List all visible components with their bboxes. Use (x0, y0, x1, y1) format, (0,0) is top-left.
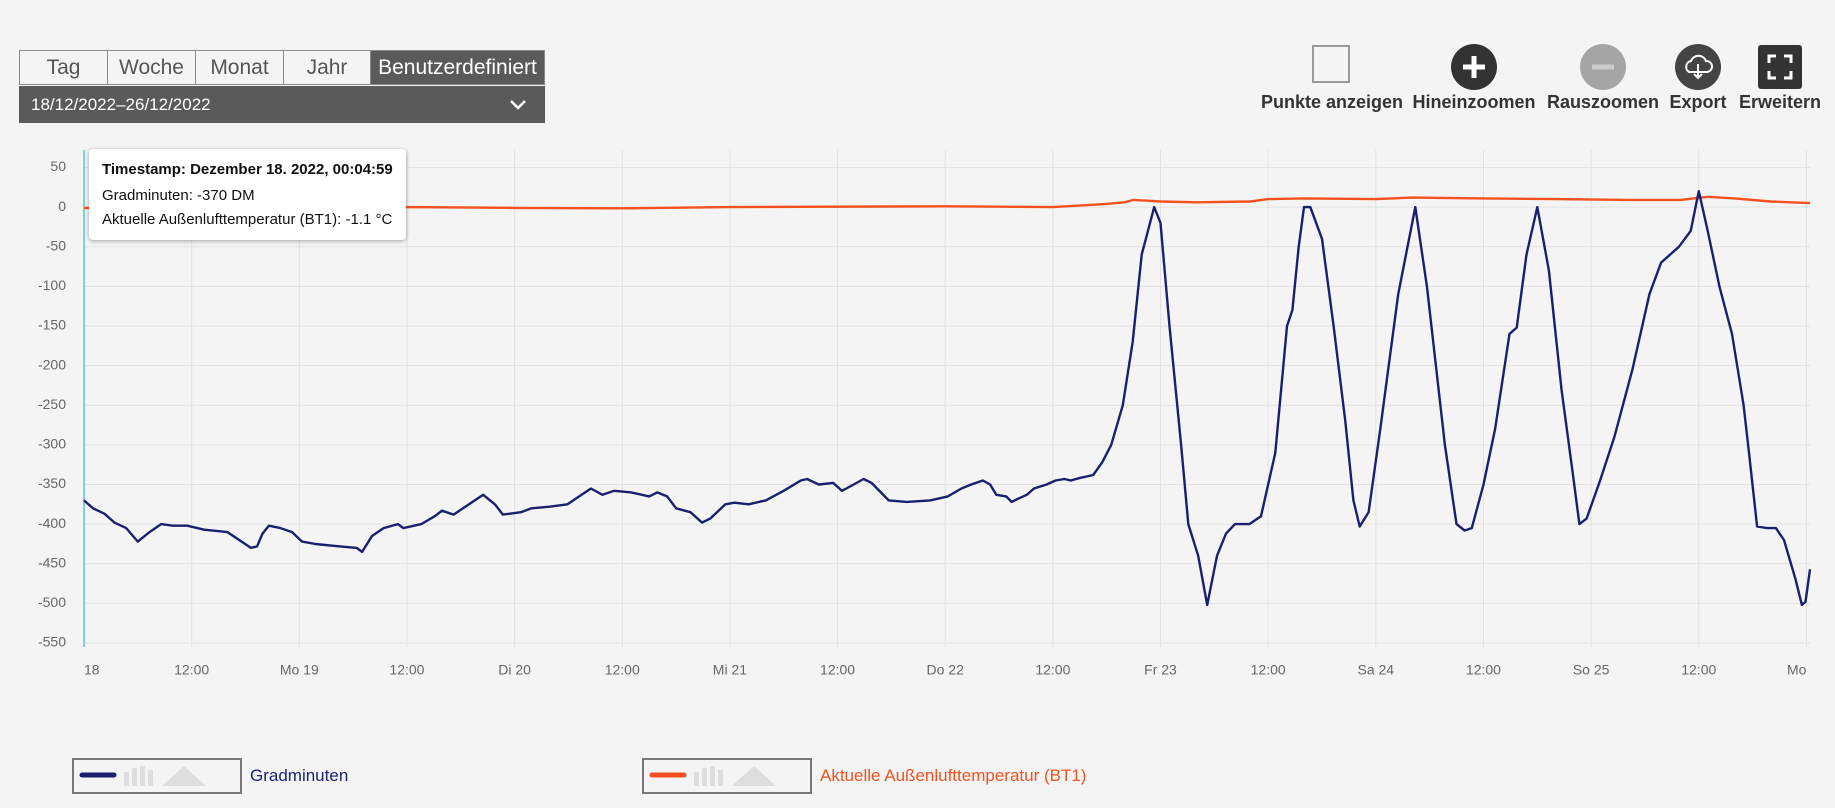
toolbar-label: Hineinzoomen (1412, 92, 1536, 112)
toolbar-label: Rauszoomen (1546, 92, 1660, 112)
x-tick-label: 18 (84, 662, 100, 678)
x-tick-label: Do 22 (927, 662, 965, 678)
legend-label: Aktuelle Außenlufttemperatur (BT1) (820, 766, 1087, 785)
toolbar-button[interactable]: Rauszoomen (1533, 44, 1673, 112)
y-tick-label: -450 (38, 554, 66, 570)
legend-glyph (132, 768, 137, 786)
date-range: 18/12/2022–26/12/2022 (31, 95, 211, 114)
legend-glyph (732, 766, 776, 786)
x-tick-label: Fr 23 (1144, 662, 1177, 678)
x-tick-label: 12:00 (174, 662, 209, 678)
export-icon (1675, 44, 1721, 90)
legend-glyph (718, 770, 723, 786)
legend-glyph (710, 766, 715, 786)
x-tick-label: Mo 19 (280, 662, 319, 678)
x-tick-label: 12:00 (1035, 662, 1070, 678)
y-tick-label: -400 (38, 515, 66, 531)
tooltip-title: Timestamp: Dezember 18. 2022, 00:04:59 (102, 161, 393, 178)
x-tick-label: 12:00 (820, 662, 855, 678)
toolbar-button[interactable]: Punkte anzeigen (1261, 44, 1403, 112)
legend-glyph (124, 772, 129, 786)
x-tick-label: 12:00 (605, 662, 640, 678)
y-tick-label: 0 (58, 198, 66, 214)
legend-glyph (694, 772, 699, 786)
checkbox (1312, 45, 1350, 83)
y-tick-label: -100 (38, 277, 66, 293)
y-tick-label: 50 (50, 158, 66, 174)
toolbar-label: Export (1669, 92, 1727, 112)
y-tick-label: -50 (46, 237, 66, 253)
y-tick-label: -300 (38, 436, 66, 452)
expand-icon (1758, 45, 1802, 89)
zoom-in-icon (1451, 44, 1497, 90)
legend-icon (649, 766, 776, 786)
tab[interactable]: Jahr (283, 50, 371, 85)
x-tick-label: Mo (1787, 662, 1807, 678)
legend-toggle[interactable] (642, 758, 812, 794)
tooltip-line: Aktuelle Außenlufttemperatur (BT1): -1.1… (102, 211, 393, 228)
x-tick-label: 12:00 (389, 662, 424, 678)
tab[interactable]: Monat (195, 50, 284, 85)
x-tick-label: 12:00 (1251, 662, 1286, 678)
x-tick-label: Sa 24 (1358, 662, 1395, 678)
date-picker[interactable]: 18/12/2022–26/12/2022 (19, 86, 545, 123)
x-tick-label: Di 20 (498, 662, 531, 678)
x-tick-label: 12:00 (1466, 662, 1501, 678)
toolbar-label: Punkte anzeigen (1261, 92, 1404, 112)
legend-glyph (702, 768, 707, 786)
chart: 50 0 -50 -100 -150 -200 -250 -300 -350 -400 -450 -5… (38, 150, 1812, 678)
y-tick-label: -250 (38, 396, 66, 412)
y-tick-label: -350 (38, 475, 66, 491)
toolbar-button[interactable]: Hineinzoomen (1404, 44, 1544, 112)
y-tick-label: -150 (38, 317, 66, 333)
legend-glyph (140, 766, 145, 786)
toolbar-button[interactable]: Erweitern (1710, 44, 1835, 112)
x-tick-label: Mi 21 (713, 662, 747, 678)
tab[interactable]: Benutzerdefiniert (370, 50, 545, 85)
legend-label: Gradminuten (250, 766, 349, 785)
line (83, 195, 1811, 210)
tab[interactable]: Woche (107, 50, 196, 85)
toolbar-label: Erweitern (1738, 92, 1822, 112)
line (83, 190, 1812, 607)
y-tick-label: -200 (38, 356, 66, 372)
y-tick-label: -550 (38, 634, 66, 650)
x-tick-label: 12:00 (1681, 662, 1716, 678)
legend-glyph (148, 770, 153, 786)
x-tick-label: So 25 (1573, 662, 1610, 678)
y-tick-label: -500 (38, 594, 66, 610)
tooltip-line: Gradminuten: -370 DM (102, 187, 255, 204)
toolbar-button[interactable]: Export (1628, 44, 1768, 112)
legend-icon (79, 766, 206, 786)
tab[interactable]: Tag (19, 50, 108, 85)
dropdown-icon (510, 100, 526, 110)
tooltip: Timestamp: Dezember 18. 2022, 00:04:59 G… (89, 149, 406, 240)
legend-glyph (162, 766, 206, 786)
zoom-out-icon (1580, 44, 1626, 90)
legend-toggle[interactable] (72, 758, 242, 794)
